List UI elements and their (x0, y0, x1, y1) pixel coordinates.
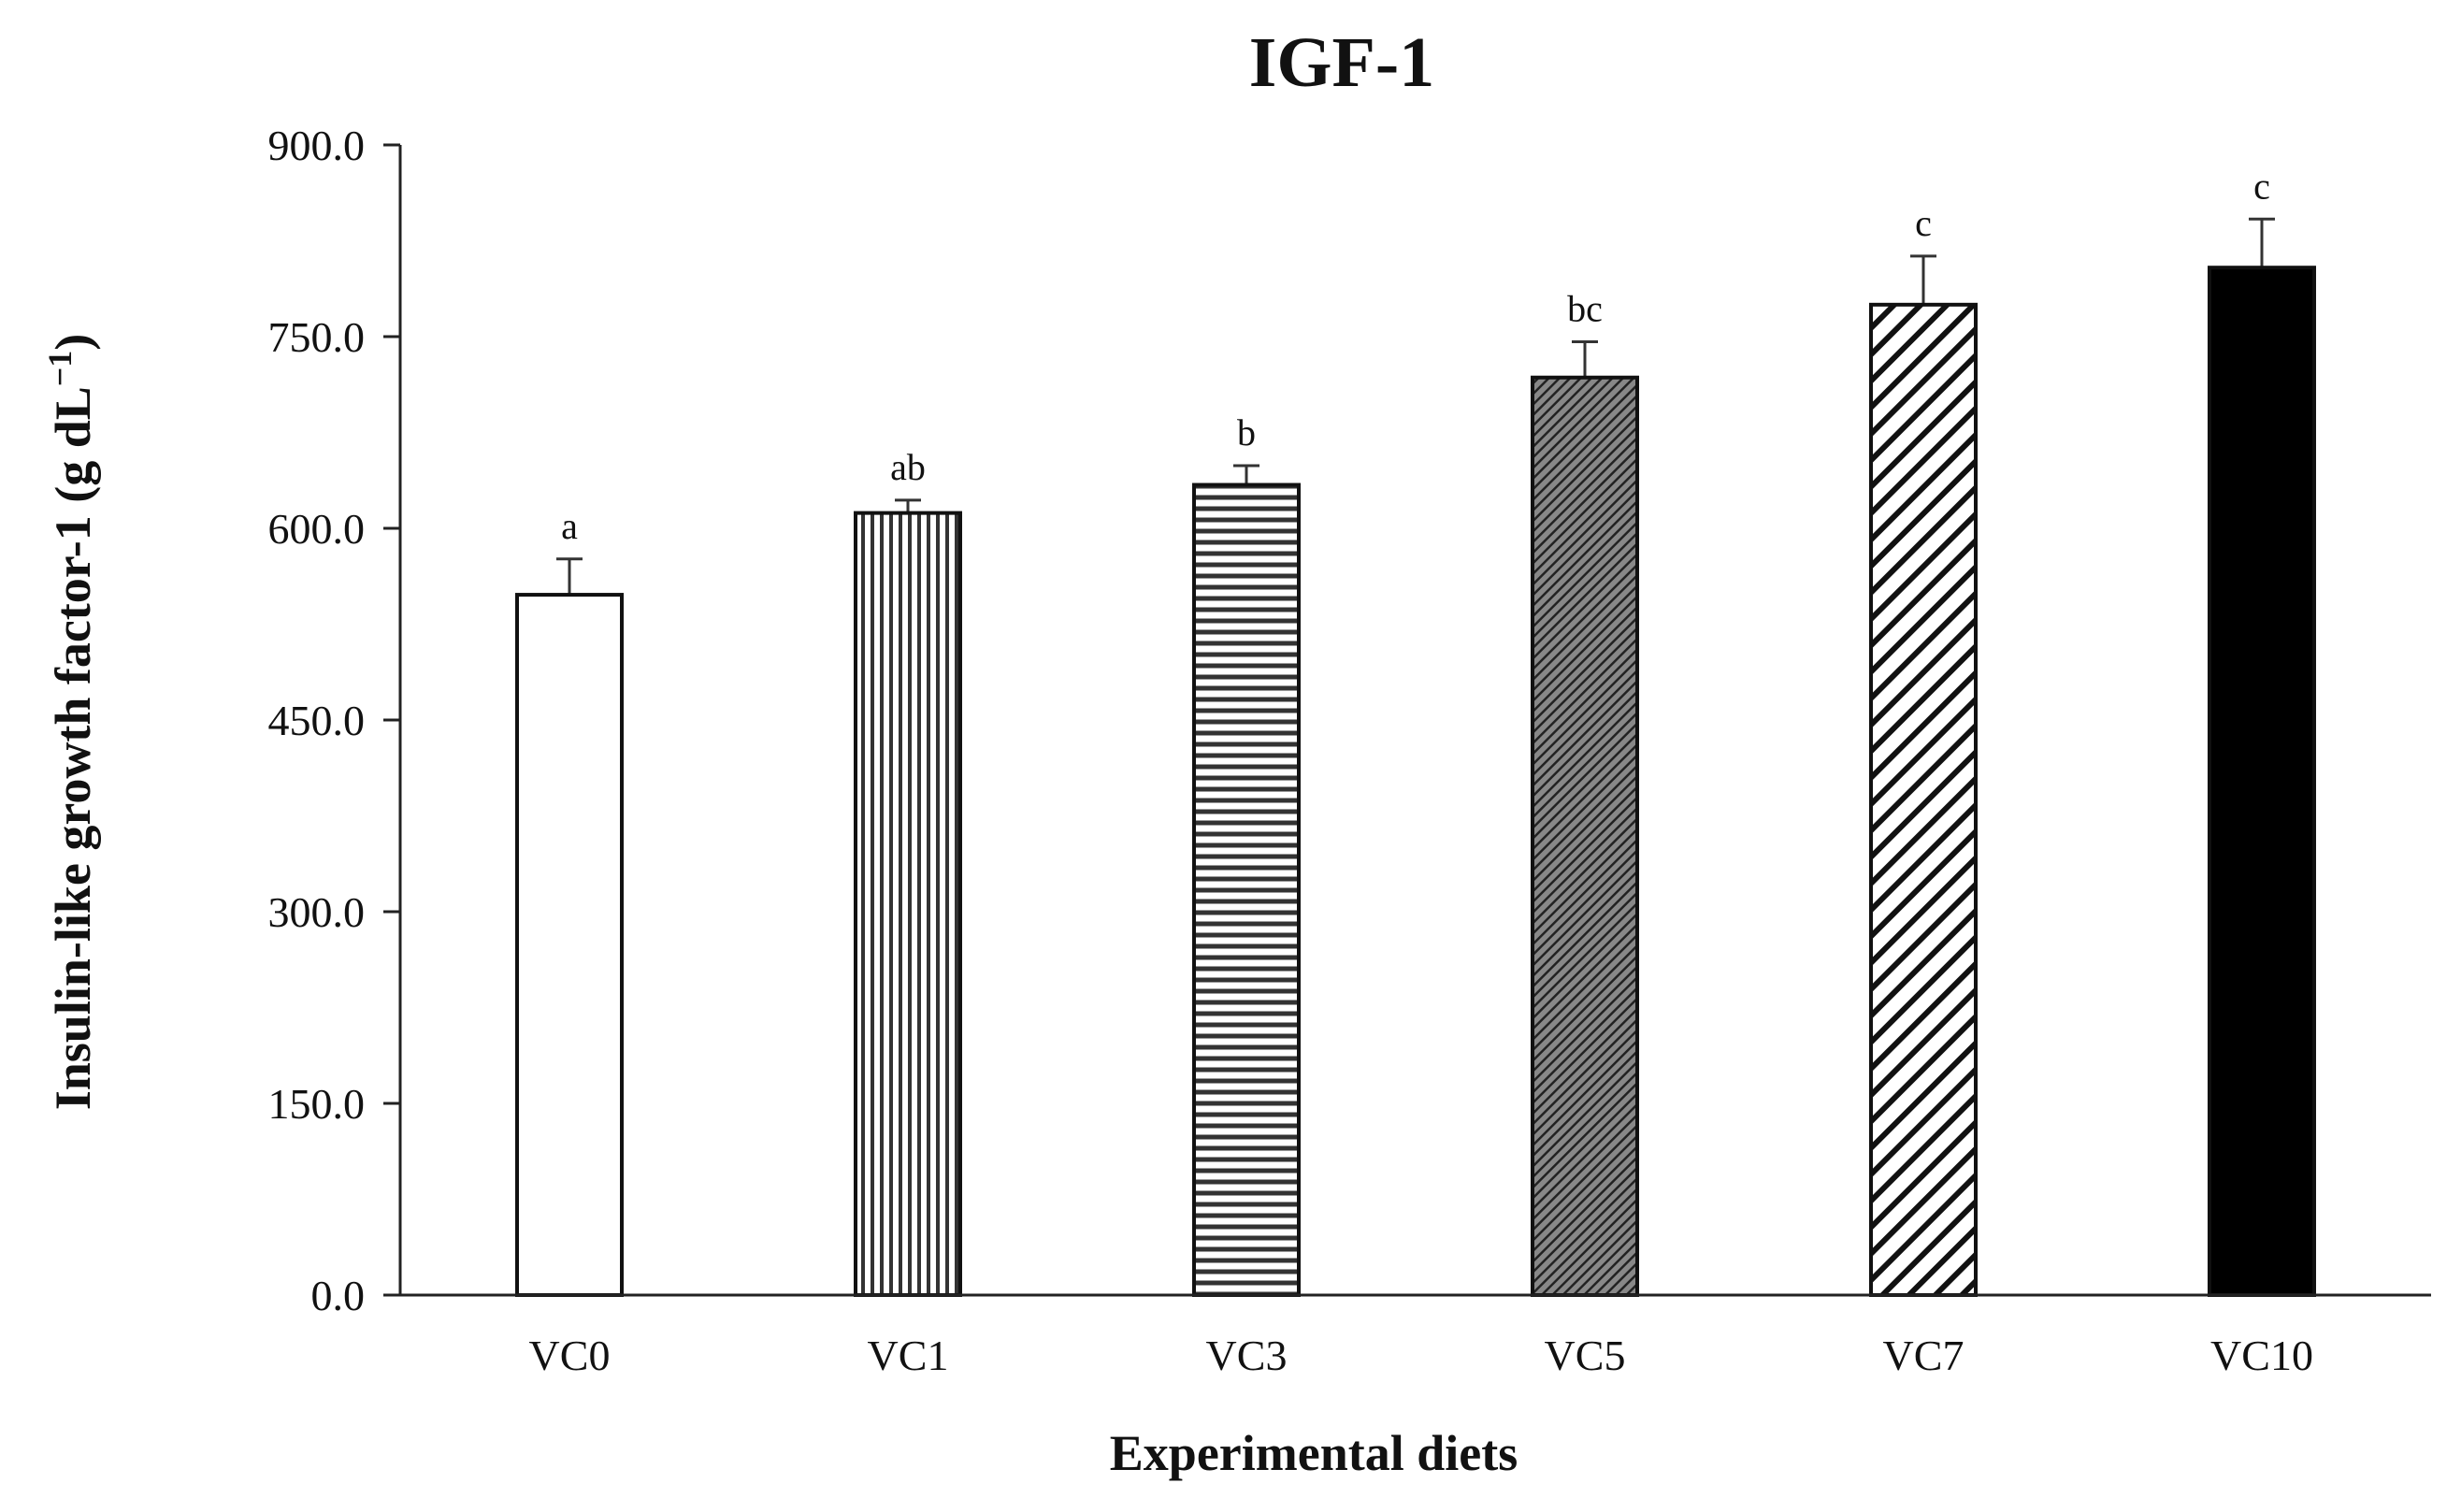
x-tick-label: VC1 (868, 1332, 949, 1379)
axes (398, 145, 2431, 1297)
significance-label: bc (1567, 287, 1603, 329)
bar-vc5 (1531, 375, 1639, 1297)
y-axis-label-suffix: ) (45, 334, 101, 351)
bar-vc10 (2208, 266, 2316, 1298)
significance-label: ab (890, 446, 926, 488)
y-tick-label: 750.0 (268, 313, 366, 361)
significance-label: c (1915, 202, 1932, 244)
bars: a VC0 ab VC1 b VC3 bc VC5 c VC7 c VC10 (515, 165, 2316, 1379)
chart-title: IGF-1 (1249, 23, 1434, 102)
x-tick-label: VC3 (1206, 1332, 1288, 1379)
x-tick-label: VC10 (2210, 1332, 2313, 1379)
y-tick-label: 600.0 (268, 505, 366, 553)
y-tick-label: 900.0 (268, 122, 366, 169)
x-tick-label: VC0 (529, 1332, 611, 1379)
y-ticks: 0.0 150.0 300.0 450.0 600.0 750.0 900.0 (268, 122, 400, 1319)
significance-label: c (2253, 165, 2270, 207)
bar-vc0 (515, 593, 624, 1297)
significance-label: a (561, 505, 578, 547)
bar-vc3 (1192, 482, 1301, 1297)
bar-vc1 (854, 511, 962, 1297)
x-axis-label: Experimental diets (1110, 1425, 1518, 1481)
y-axis-label-superscript: −1 (41, 351, 79, 387)
bar-vc7 (1869, 302, 1978, 1297)
y-tick-label: 300.0 (268, 888, 366, 936)
y-tick-label: 450.0 (268, 697, 366, 744)
y-tick-label: 150.0 (268, 1080, 366, 1128)
y-tick-label: 0.0 (311, 1272, 366, 1319)
x-tick-label: VC7 (1883, 1332, 1964, 1379)
y-axis-label: Insulin-like growth factor-1 (g dL−1) (41, 334, 101, 1111)
x-tick-label: VC5 (1545, 1332, 1626, 1379)
y-axis-label-main: Insulin-like growth factor-1 (g dL (45, 386, 101, 1110)
significance-label: b (1237, 411, 1256, 454)
